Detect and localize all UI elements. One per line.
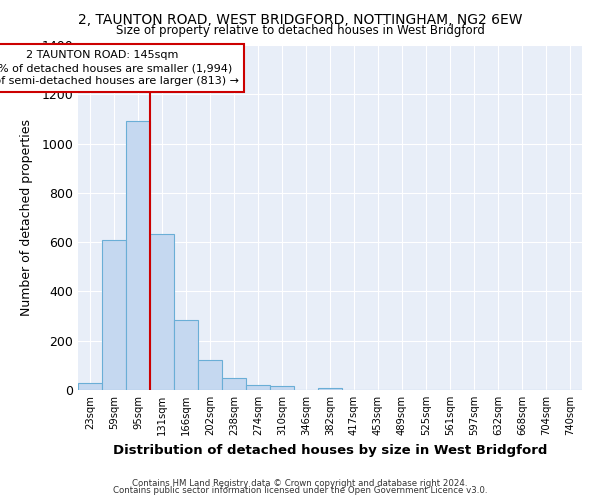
Bar: [102, 240, 126, 390]
X-axis label: Distribution of detached houses by size in West Bridgford: Distribution of detached houses by size …: [113, 444, 547, 456]
Text: Size of property relative to detached houses in West Bridgford: Size of property relative to detached ho…: [116, 24, 484, 37]
Text: 2, TAUNTON ROAD, WEST BRIDGFORD, NOTTINGHAM, NG2 6EW: 2, TAUNTON ROAD, WEST BRIDGFORD, NOTTING…: [78, 12, 522, 26]
Text: 2 TAUNTON ROAD: 145sqm
← 71% of detached houses are smaller (1,994)
29% of semi-: 2 TAUNTON ROAD: 145sqm ← 71% of detached…: [0, 50, 239, 86]
Bar: [222, 378, 246, 390]
Bar: [78, 382, 102, 390]
Bar: [270, 386, 294, 390]
Bar: [126, 122, 150, 390]
Text: Contains public sector information licensed under the Open Government Licence v3: Contains public sector information licen…: [113, 486, 487, 495]
Bar: [174, 320, 198, 390]
Bar: [246, 385, 270, 390]
Bar: [198, 360, 222, 390]
Bar: [150, 234, 174, 390]
Bar: [318, 388, 342, 390]
Text: Contains HM Land Registry data © Crown copyright and database right 2024.: Contains HM Land Registry data © Crown c…: [132, 478, 468, 488]
Y-axis label: Number of detached properties: Number of detached properties: [20, 119, 33, 316]
